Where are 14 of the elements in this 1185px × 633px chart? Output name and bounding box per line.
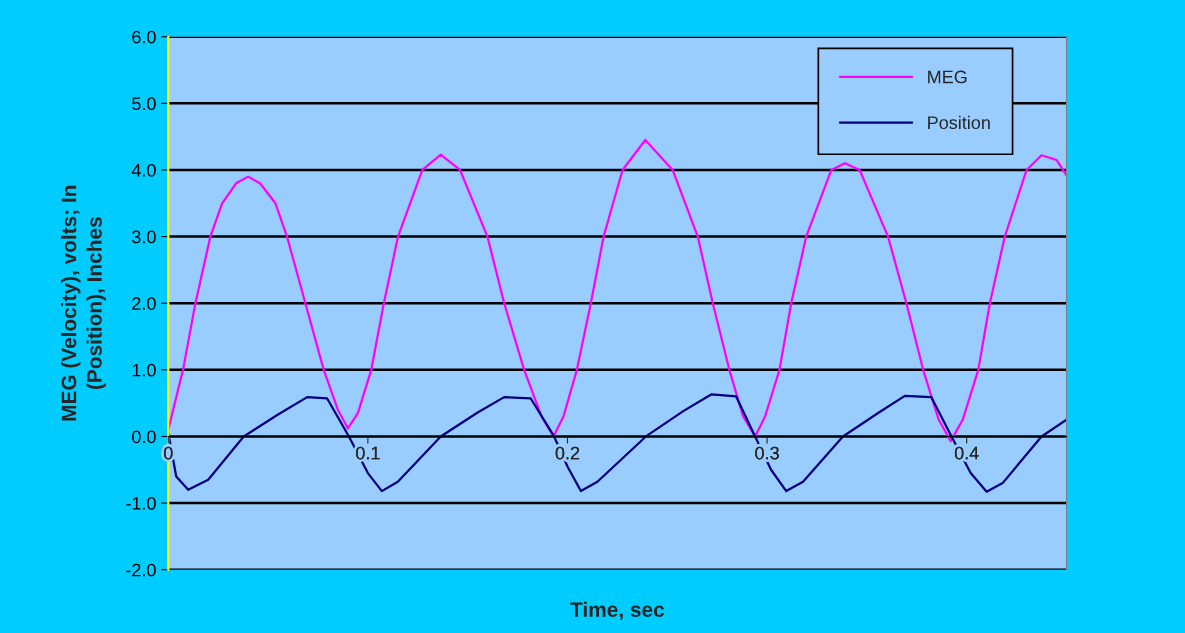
legend-label: MEG <box>928 70 967 84</box>
y-tick-label: 2.0 <box>132 297 156 310</box>
y-tick-label: 0.0 <box>132 430 156 444</box>
y-tick-label: -2.0 <box>126 563 156 577</box>
y-axis-title: MEG (Velocity), volts; In (Position), Inches <box>61 185 106 421</box>
y-tick-label: -1.0 <box>126 497 156 510</box>
legend-label: Position <box>928 115 990 130</box>
y-tick-label: 1.0 <box>132 363 156 377</box>
y-tick-label: 3.0 <box>132 230 156 244</box>
y-tick-label: 6.0 <box>132 30 156 44</box>
y-tick-label: 4.0 <box>131 163 156 177</box>
x-axis-title: Time, sec <box>570 601 665 620</box>
x-tick-label: 0 <box>163 446 173 460</box>
y-tick-label: 5.0 <box>132 97 156 111</box>
